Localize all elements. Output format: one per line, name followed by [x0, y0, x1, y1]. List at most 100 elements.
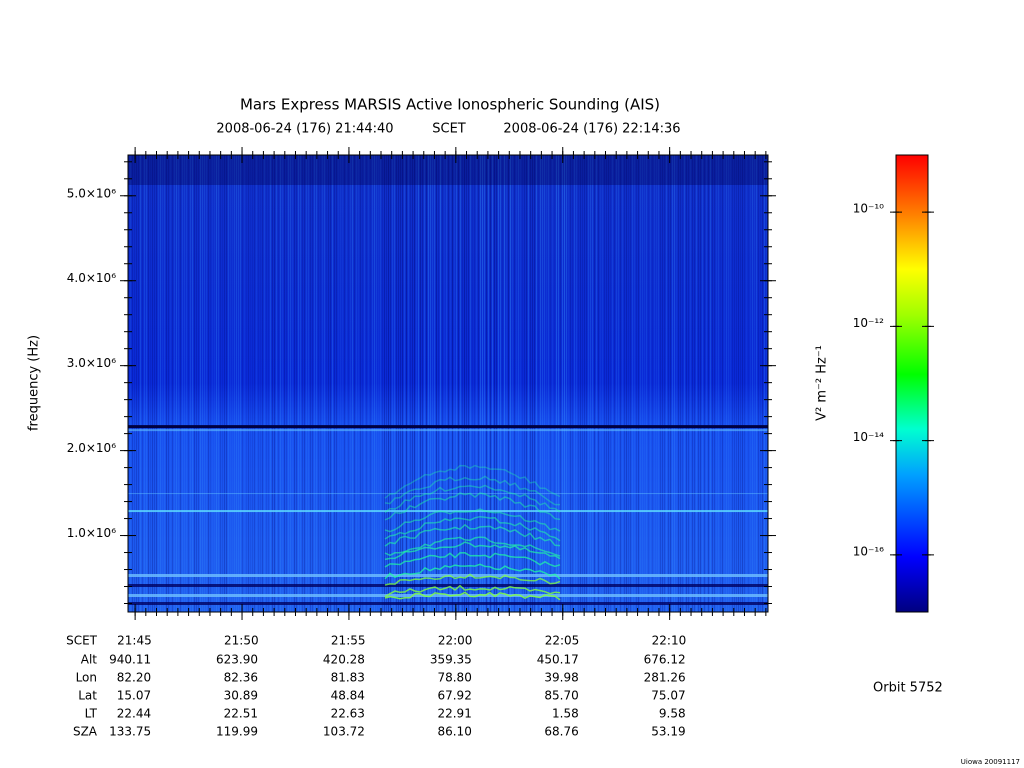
spectrogram-stripe [194, 155, 195, 612]
spectrogram-stripe [184, 155, 185, 612]
spectrogram-stripe [132, 155, 133, 612]
ephemeris-value: 82.20 [117, 671, 151, 685]
spectrogram-stripe [728, 155, 729, 612]
spectrogram-stripe [314, 155, 315, 612]
spectrogram-band [128, 510, 768, 513]
spectrogram-stripe [368, 155, 369, 612]
spectrogram-stripe [130, 155, 131, 612]
spectrogram-stripe [346, 155, 347, 612]
spectrogram-stripe [582, 155, 583, 612]
spectrogram-stripe [538, 155, 539, 612]
spectrogram-stripe [634, 155, 635, 612]
spectrogram-stripe [308, 155, 309, 612]
spectrogram-stripe [334, 155, 335, 612]
spectrogram-stripe [530, 155, 531, 612]
spectrogram-stripe [632, 155, 633, 612]
spectrogram-stripe [622, 155, 623, 612]
ephemeris-value: 103.72 [323, 725, 365, 739]
spectrogram-stripe [470, 155, 471, 612]
colorbar [895, 154, 929, 613]
ephemeris-value: 623.90 [216, 653, 258, 667]
spectrogram-stripe [730, 155, 731, 612]
spectrogram-stripe [698, 155, 699, 612]
spectrogram-echo [384, 464, 561, 499]
spectrogram-echo [384, 573, 561, 586]
spectrogram-stripe [256, 155, 257, 612]
spectrogram-stripe [458, 155, 459, 612]
spectrogram-stripe [284, 155, 285, 612]
spectrogram-stripe [754, 155, 755, 612]
spectrogram-stripe [364, 155, 365, 612]
spectrogram-stripe [588, 155, 589, 612]
spectrogram-stripe [306, 155, 307, 612]
spectrogram-stripe [460, 155, 461, 612]
spectrogram-stripe [348, 155, 349, 612]
spectrogram-stripe [576, 155, 577, 612]
spectrogram-stripe [466, 155, 467, 612]
spectrogram-stripe [136, 155, 137, 612]
spectrogram-stripe [172, 155, 173, 612]
spectrogram-stripe [762, 155, 763, 612]
spectrogram-stripe [182, 155, 183, 612]
spectrogram-stripe [644, 155, 645, 612]
spectrogram-echo [384, 536, 561, 557]
spectrogram-stripe [748, 155, 749, 612]
spectrogram-stripe [198, 155, 199, 612]
spectrogram-stripe [192, 155, 193, 612]
spectrogram-stripe [378, 155, 379, 612]
spectrogram-stripe [304, 155, 305, 612]
spectrogram-stripe [316, 155, 317, 612]
spectrogram-stripe [580, 155, 581, 612]
spectrogram-stripe [518, 155, 519, 612]
spectrogram-stripe [528, 155, 529, 612]
spectrogram-stripe [590, 155, 591, 612]
y-tick-label: 2.0×10⁶ [67, 441, 116, 455]
ephemeris-value: 22.44 [117, 707, 151, 721]
spectrogram-stripe [506, 155, 507, 612]
spectrogram-stripe [444, 155, 445, 612]
spectrogram-stripe [158, 155, 159, 612]
spectrogram-stripe [396, 155, 397, 612]
spectrogram-stripe [712, 155, 713, 612]
spectrogram-stripe [248, 155, 249, 612]
spectrogram-echo [384, 484, 561, 514]
spectrogram-stripe [740, 155, 741, 612]
spectrogram-stripe [268, 155, 269, 612]
spectrogram-stripe [174, 155, 175, 612]
spectrogram-stripe [478, 155, 479, 612]
ephemeris-value: 133.75 [109, 725, 151, 739]
spectrogram-stripe [554, 155, 555, 612]
spectrogram-stripe [402, 155, 403, 612]
spectrogram-echo [384, 552, 561, 568]
spectrogram-stripe [708, 155, 709, 612]
spectrogram-stripe [696, 155, 697, 612]
spectrogram-stripe [270, 155, 271, 612]
spectrogram-stripe [428, 155, 429, 612]
spectrogram-stripe [400, 155, 401, 612]
spectrogram-stripe [414, 155, 415, 612]
spectrogram-stripe [540, 155, 541, 612]
spectrogram-stripe [716, 155, 717, 612]
ephemeris-row-label: Alt [81, 653, 98, 667]
spectrogram-stripe [222, 155, 223, 612]
spectrogram-stripe [496, 155, 497, 612]
spectrogram-stripe [646, 155, 647, 612]
spectrogram-stripe [578, 155, 579, 612]
spectrogram-stripe [706, 155, 707, 612]
spectrogram-stripe [566, 155, 567, 612]
spectrogram-stripe [190, 155, 191, 612]
spectrogram-stripe [732, 155, 733, 612]
ephemeris-row-label: LT [85, 707, 98, 721]
spectrogram-stripe [744, 155, 745, 612]
spectrogram-band [128, 584, 768, 587]
spectrogram-band [128, 425, 768, 429]
spectrogram-stripe [418, 155, 419, 612]
colorbar-tick-label: 10⁻¹⁴ [853, 430, 884, 444]
spectrogram-stripe [352, 155, 353, 612]
start-time: 2008-06-24 (176) 21:44:40 [216, 122, 393, 137]
spectrogram-band [128, 602, 768, 605]
spectrogram-echo [384, 515, 561, 542]
end-time: 2008-06-24 (176) 22:14:36 [503, 122, 680, 137]
spectrogram-stripe [452, 155, 453, 612]
spectrogram-stripe [328, 155, 329, 612]
